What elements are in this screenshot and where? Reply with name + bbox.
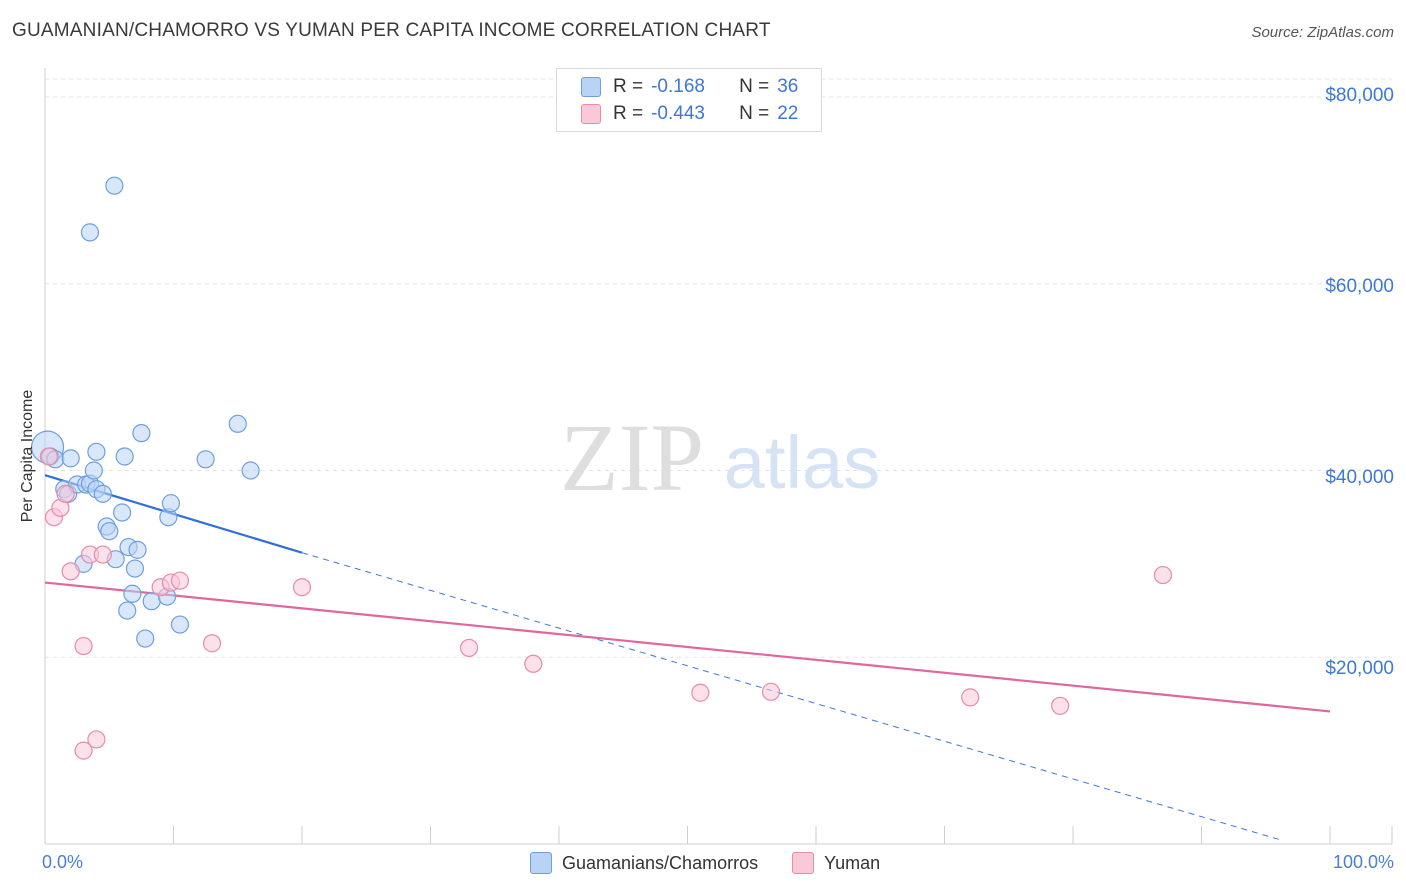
data-point-yuman <box>292 578 312 597</box>
n-label: N = <box>739 76 770 97</box>
n-value-yuman: 22 <box>777 103 799 124</box>
source-label: Source: ZipAtlas.com <box>1251 24 1394 41</box>
data-point-guamanian <box>125 559 145 578</box>
data-point-guamanian <box>170 615 190 634</box>
r-label: R = <box>613 76 644 97</box>
y-tick-label-80000: $80,000 <box>1325 85 1394 106</box>
stats-row-guamanian: R = -0.168 N = 36 <box>581 74 816 100</box>
data-point-guamanian <box>105 176 124 195</box>
data-point-guamanian <box>123 584 142 603</box>
r-value-guamanian: -0.168 <box>651 76 705 97</box>
gridlines <box>45 78 1392 658</box>
r-label: R = <box>613 103 644 124</box>
chart-title: GUAMANIAN/CHAMORRO VS YUMAN PER CAPITA I… <box>12 20 771 41</box>
trend-line-yuman <box>44 581 1331 713</box>
trend-line-guamanian-extension <box>301 552 1279 840</box>
y-axis-label: Per Capita Income <box>19 389 36 523</box>
data-point-guamanian <box>228 414 247 433</box>
data-point-yuman <box>1153 565 1173 585</box>
data-point-guamanian <box>118 601 137 620</box>
data-point-guamanian <box>87 442 106 461</box>
data-point-guamanian <box>128 540 147 559</box>
x-tick-label-min: 0.0% <box>42 852 84 872</box>
watermark-atlas: atlas <box>724 421 880 504</box>
series-legend: Guamanians/Chamorros Yuman <box>530 852 914 874</box>
data-point-guamanian <box>93 484 112 503</box>
data-point-yuman <box>87 730 106 749</box>
legend-item-guamanians[interactable]: Guamanians/Chamorros <box>530 852 758 874</box>
data-point-yuman <box>459 638 479 658</box>
stats-row-yuman: R = -0.443 N = 22 <box>581 101 816 127</box>
data-point-guamanian <box>161 494 181 513</box>
data-point-yuman <box>961 688 980 707</box>
stats-legend: R = -0.168 N = 36 R = -0.443 N = 22 <box>556 68 822 132</box>
legend-swatch-pink <box>792 852 815 874</box>
data-point-guamanian <box>136 629 155 648</box>
data-point-yuman <box>1051 696 1070 715</box>
data-point-guamanian <box>115 447 134 466</box>
legend-swatch-blue <box>530 852 552 874</box>
data-point-yuman <box>761 682 781 701</box>
data-point-yuman <box>74 636 93 656</box>
y-tick-label-20000: $20,000 <box>1325 658 1394 679</box>
x-tick-label-max: 100.0% <box>1332 852 1394 872</box>
data-point-yuman <box>74 741 93 760</box>
data-point-guamanian <box>196 450 215 469</box>
data-point-guamanian <box>241 461 260 480</box>
data-point-guamanian <box>112 503 132 522</box>
r-value-yuman: -0.443 <box>651 103 705 124</box>
n-value-guamanian: 36 <box>777 76 799 97</box>
data-point-yuman <box>524 654 543 673</box>
legend-label-guamanians: Guamanians/Chamorros <box>562 852 759 873</box>
data-point-yuman <box>39 447 58 466</box>
data-point-guamanian <box>80 223 100 242</box>
legend-item-yuman[interactable]: Yuman <box>792 852 880 874</box>
y-tick-label-60000: $60,000 <box>1325 276 1394 297</box>
data-point-yuman <box>691 683 710 702</box>
data-point-yuman <box>170 571 190 590</box>
axes <box>44 68 1393 845</box>
legend-swatch-pink <box>581 104 601 124</box>
data-point-yuman <box>56 484 75 503</box>
y-tick-label-40000: $40,000 <box>1325 467 1394 488</box>
data-point-yuman <box>202 634 222 653</box>
data-points <box>30 176 1173 760</box>
legend-label-yuman: Yuman <box>824 852 881 873</box>
data-point-guamanian <box>132 424 151 443</box>
data-point-guamanian <box>84 461 103 480</box>
n-label: N = <box>739 103 770 124</box>
data-point-yuman <box>93 545 112 564</box>
data-point-yuman <box>61 562 80 581</box>
data-point-guamanian <box>61 449 80 468</box>
watermark-zip: ZIP <box>560 404 704 511</box>
data-point-guamanian <box>100 522 119 541</box>
legend-swatch-blue <box>581 77 601 97</box>
